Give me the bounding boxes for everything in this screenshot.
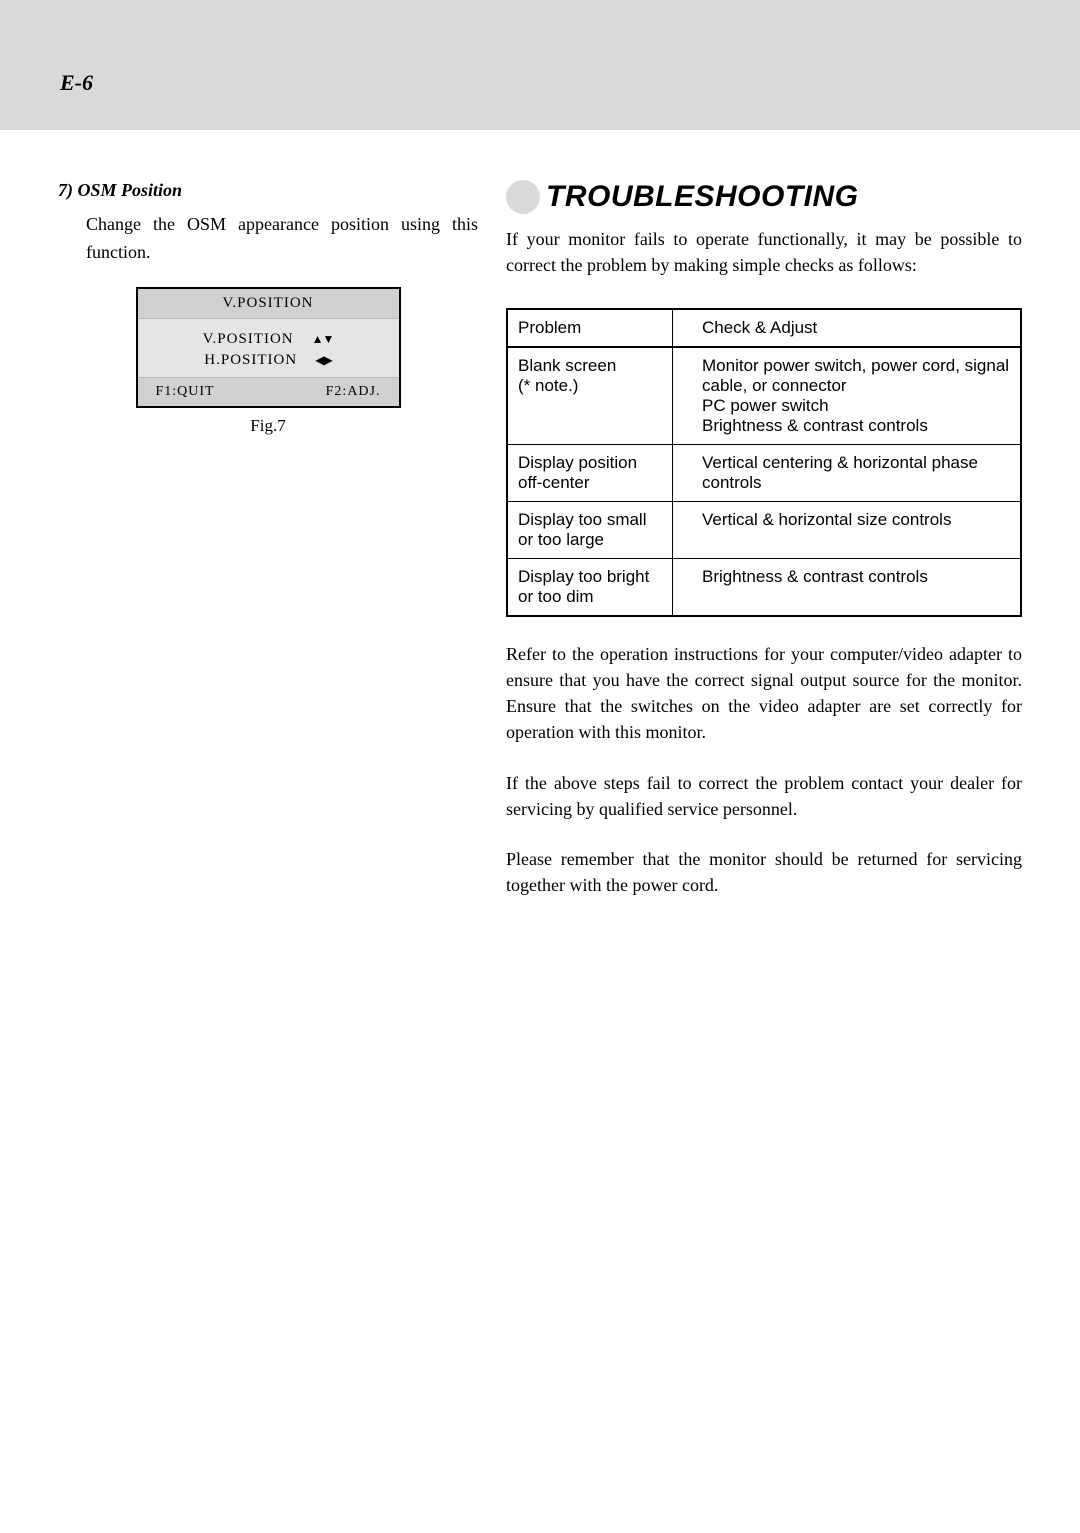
osm-row-hposition: H.POSITION ◀▶ [158,350,379,371]
table-row: Blank screen(* note.) Monitor power swit… [507,347,1021,445]
troubleshooting-para-2: If the above steps fail to correct the p… [506,770,1022,822]
bullet-icon [506,180,540,214]
cell-spacer [672,445,692,502]
osm-hposition-label: H.POSITION [204,352,297,369]
cell-spacer [672,347,692,445]
figure-caption: Fig.7 [136,416,401,436]
header-problem: Problem [507,309,672,347]
cell-spacer [672,559,692,617]
cell-problem: Blank screen(* note.) [507,347,672,445]
osm-position-heading: 7) OSM Position [58,180,478,201]
cell-problem: Display too bright or too dim [507,559,672,617]
osm-box: V.POSITION V.POSITION ▲▼ H.POSITION ◀▶ F… [136,287,401,408]
left-right-arrows-icon: ◀▶ [315,353,331,368]
cell-problem: Display too small or too large [507,502,672,559]
troubleshooting-para-1: Refer to the operation instructions for … [506,641,1022,745]
osm-position-description: Change the OSM appearance position using… [86,211,478,267]
header-check: Check & Adjust [692,309,1021,347]
osm-title: V.POSITION [138,289,399,319]
right-column: TROUBLESHOOTING If your monitor fails to… [506,180,1022,922]
osm-footer-adj: F2:ADJ. [326,384,381,400]
cell-spacer [672,502,692,559]
troubleshooting-intro: If your monitor fails to operate functio… [506,226,1022,278]
osm-row-vposition: V.POSITION ▲▼ [158,329,379,350]
osm-footer-quit: F1:QUIT [156,384,215,400]
up-down-arrows-icon: ▲▼ [312,332,334,347]
table-header-row: Problem Check & Adjust [507,309,1021,347]
troubleshooting-table: Problem Check & Adjust Blank screen(* no… [506,308,1022,617]
page-number: E-6 [60,70,93,95]
troubleshooting-heading-row: TROUBLESHOOTING [506,180,1022,214]
cell-check: Vertical & horizontal size controls [692,502,1021,559]
table-row: Display position off-center Vertical cen… [507,445,1021,502]
osm-footer: F1:QUIT F2:ADJ. [138,377,399,406]
table-row: Display too small or too large Vertical … [507,502,1021,559]
osm-options: V.POSITION ▲▼ H.POSITION ◀▶ [138,319,399,377]
cell-check: Brightness & contrast controls [692,559,1021,617]
troubleshooting-heading: TROUBLESHOOTING [546,180,859,214]
content-columns: 7) OSM Position Change the OSM appearanc… [0,130,1080,922]
table-row: Display too bright or too dim Brightness… [507,559,1021,617]
cell-check: Monitor power switch, power cord, signal… [692,347,1021,445]
cell-problem: Display position off-center [507,445,672,502]
left-column: 7) OSM Position Change the OSM appearanc… [58,180,478,922]
osm-vposition-label: V.POSITION [203,331,294,348]
troubleshooting-para-3: Please remember that the monitor should … [506,846,1022,898]
page-header-band: E-6 [0,0,1080,130]
osm-figure: V.POSITION V.POSITION ▲▼ H.POSITION ◀▶ F… [136,287,401,436]
header-spacer [672,309,692,347]
cell-check: Vertical centering & horizontal phase co… [692,445,1021,502]
